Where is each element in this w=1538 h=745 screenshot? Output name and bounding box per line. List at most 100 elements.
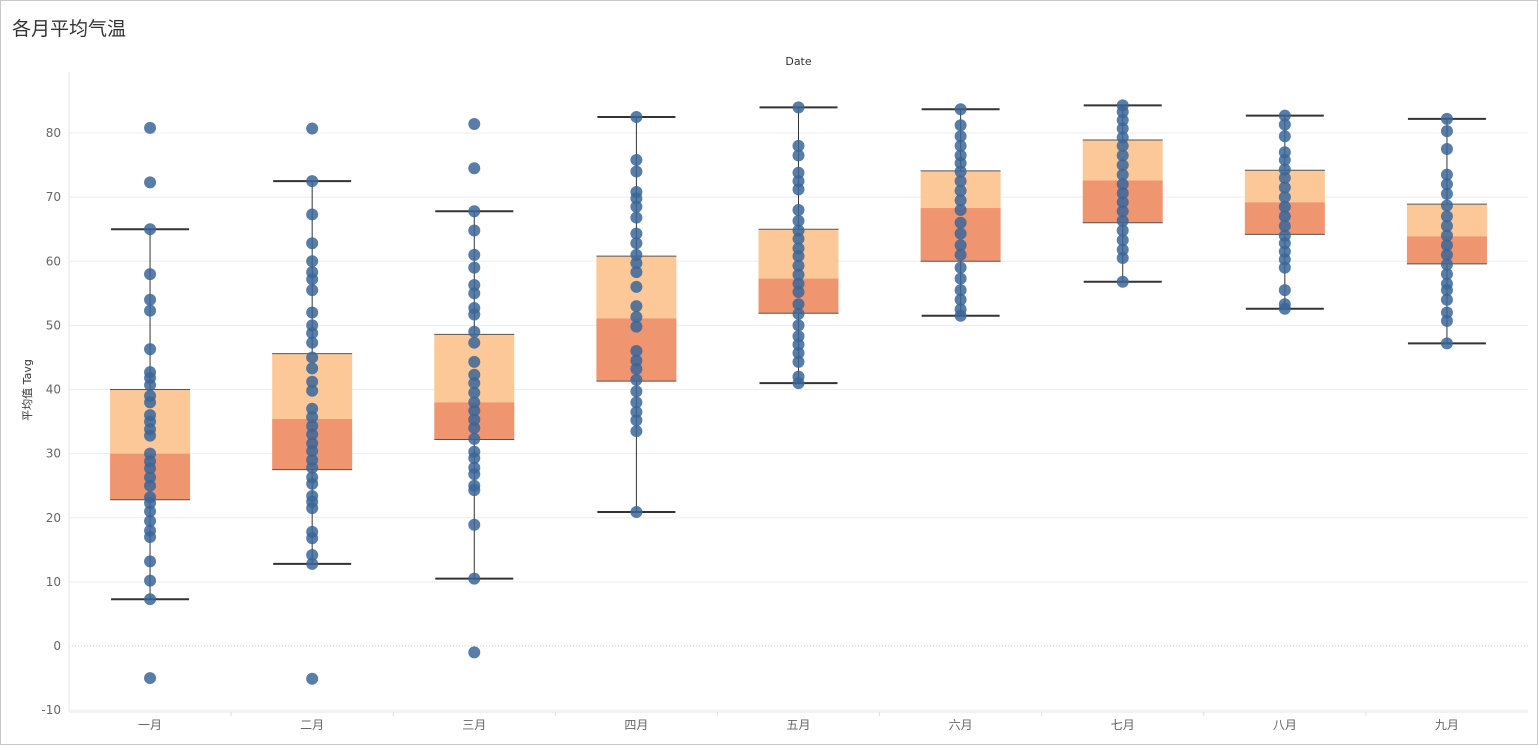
data-point	[1116, 122, 1129, 135]
data-point	[1116, 114, 1129, 127]
data-point	[792, 298, 805, 311]
data-point	[954, 194, 967, 207]
data-point	[630, 266, 643, 279]
data-point	[954, 248, 967, 261]
data-point	[792, 338, 805, 351]
data-point	[630, 257, 643, 270]
data-point	[468, 278, 481, 291]
data-point	[1116, 168, 1129, 181]
data-point	[954, 284, 967, 297]
data-point	[1278, 171, 1291, 184]
data-point	[1116, 234, 1129, 247]
data-point	[468, 224, 481, 237]
data-point	[306, 237, 319, 250]
data-point	[306, 471, 319, 484]
data-point	[468, 355, 481, 368]
data-point	[1116, 243, 1129, 256]
data-point	[954, 119, 967, 132]
data-point	[144, 366, 157, 379]
data-point	[630, 110, 643, 123]
data-point	[630, 185, 643, 198]
x-tick-label: 一月	[138, 718, 162, 732]
data-point	[468, 572, 481, 585]
data-point	[468, 377, 481, 390]
data-point	[1116, 139, 1129, 152]
data-point	[630, 396, 643, 409]
x-axis: 一月 二月 三月 四月 五月 六月 七月 八月 九月	[69, 711, 1528, 732]
data-point	[792, 166, 805, 179]
data-point	[468, 404, 481, 417]
data-point	[306, 672, 319, 685]
y-axis: -10 0 10 20 30 40 50 60 70 80	[41, 72, 70, 717]
data-point	[954, 272, 967, 285]
data-point	[630, 300, 643, 313]
data-point	[1116, 224, 1129, 237]
data-point	[144, 447, 157, 460]
data-point	[630, 248, 643, 261]
y-axis-title: 平均值 Tavg	[21, 359, 34, 421]
data-point	[630, 414, 643, 427]
data-point	[1440, 314, 1453, 327]
data-point	[1440, 210, 1453, 223]
y-tick-label: 40	[46, 383, 61, 397]
data-point	[1440, 229, 1453, 242]
data-point	[144, 524, 157, 537]
data-point	[954, 203, 967, 216]
data-point	[468, 518, 481, 531]
data-point	[792, 319, 805, 332]
data-point	[954, 261, 967, 274]
data-point	[306, 255, 319, 268]
data-point	[306, 525, 319, 538]
data-point	[1440, 306, 1453, 319]
data-point	[144, 304, 157, 317]
data-point	[1116, 214, 1129, 227]
data-point	[306, 306, 319, 319]
data-point	[630, 237, 643, 250]
data-point	[630, 227, 643, 240]
data-point	[630, 362, 643, 375]
data-point	[306, 420, 319, 433]
data-point	[954, 303, 967, 316]
data-point	[630, 311, 643, 324]
data-point	[306, 384, 319, 397]
data-point	[792, 214, 805, 227]
data-point	[468, 302, 481, 315]
data-point	[306, 266, 319, 279]
data-point	[468, 118, 481, 131]
data-point	[1440, 337, 1453, 350]
x-tick-label: 七月	[1111, 718, 1135, 732]
x-tick-label: 六月	[949, 718, 973, 732]
data-point	[1278, 118, 1291, 131]
data-point	[144, 223, 157, 236]
data-point	[1440, 143, 1453, 156]
data-point	[468, 396, 481, 409]
data-point	[144, 514, 157, 527]
y-tick-label: 0	[53, 639, 61, 653]
data-point	[792, 139, 805, 152]
data-point	[306, 336, 319, 349]
data-point	[792, 242, 805, 255]
data-point	[144, 176, 157, 189]
data-point	[954, 227, 967, 240]
y-tick-label: 30	[46, 447, 61, 461]
data-point	[1440, 277, 1453, 290]
data-point	[792, 232, 805, 245]
data-point	[1116, 178, 1129, 191]
y-tick-label: 50	[46, 318, 61, 332]
data-point	[630, 280, 643, 293]
data-point	[792, 203, 805, 216]
data-point	[306, 411, 319, 424]
y-tick-label: 80	[46, 126, 61, 140]
data-point	[792, 286, 805, 299]
data-point	[792, 175, 805, 188]
data-point	[954, 139, 967, 152]
data-point	[1440, 219, 1453, 232]
data-point	[792, 183, 805, 196]
data-point	[792, 330, 805, 343]
data-point	[144, 409, 157, 422]
y-tick-label: -10	[41, 703, 61, 717]
data-point	[306, 375, 319, 388]
data-point	[306, 208, 319, 221]
data-point	[1440, 178, 1453, 191]
